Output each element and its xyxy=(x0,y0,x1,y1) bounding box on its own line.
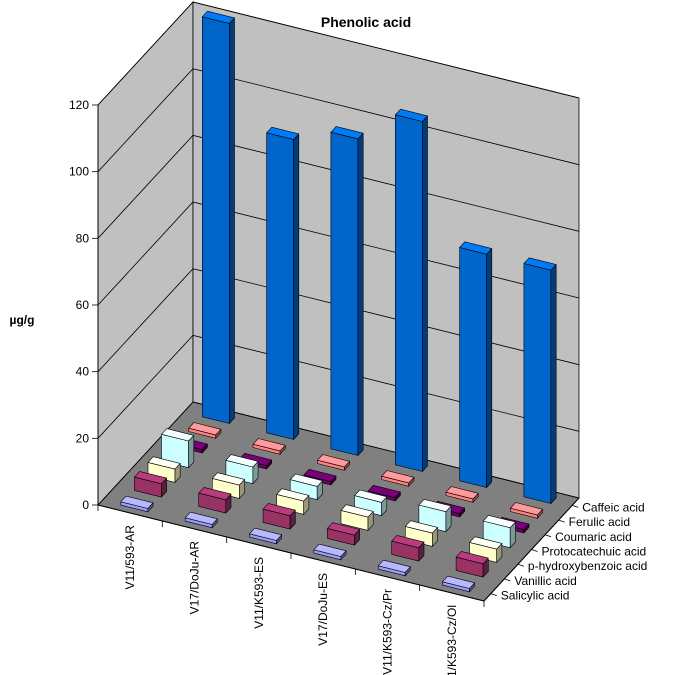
y-tick-label: 40 xyxy=(76,365,90,379)
bar xyxy=(327,522,360,546)
bar xyxy=(202,10,235,424)
gridline xyxy=(97,134,580,239)
series-tick xyxy=(544,534,552,538)
bar xyxy=(161,428,195,469)
gridline xyxy=(97,1,580,106)
x-tick-label: V11/K593-Cz/Ol xyxy=(445,605,459,675)
bar xyxy=(523,257,557,504)
y-tick-label: 60 xyxy=(76,298,90,312)
bar xyxy=(289,473,323,501)
x-tick-label: V17/DoJu-AR xyxy=(188,541,202,615)
bar xyxy=(442,575,476,593)
bar xyxy=(330,126,364,456)
bar xyxy=(188,422,222,439)
series-label: Vanillic acid xyxy=(514,574,576,588)
bar xyxy=(262,503,296,530)
bar xyxy=(455,551,489,578)
bar xyxy=(266,126,300,440)
bar xyxy=(134,471,167,498)
bar xyxy=(198,487,232,514)
series-label: p-hydroxybenzoic acid xyxy=(528,559,647,573)
bar xyxy=(404,520,438,547)
x-tick-label: V11/K593-Cz/Pr xyxy=(381,589,395,675)
y-tick-label: 80 xyxy=(76,231,90,245)
gridline xyxy=(97,268,580,372)
x-tick-label: V11/K593-ES xyxy=(252,557,266,629)
y-axis-label: µg/g xyxy=(10,313,35,327)
gridline xyxy=(97,201,580,306)
gridline xyxy=(97,401,580,506)
series-tick xyxy=(531,549,538,552)
bar xyxy=(391,535,425,562)
bar xyxy=(377,559,411,577)
bar xyxy=(394,108,428,472)
series-tick xyxy=(517,563,525,567)
bar xyxy=(313,543,347,561)
x-tick-label: V11/593-AR xyxy=(123,525,137,590)
bar xyxy=(120,495,154,513)
series-label: Protocatechuic acid xyxy=(542,545,647,559)
series-tick xyxy=(558,519,565,523)
y-tick-label: 120 xyxy=(69,98,89,112)
series-label: Ferulic acid xyxy=(569,515,630,529)
bar xyxy=(249,527,283,545)
series-label: Caffeic acid xyxy=(582,500,644,514)
gridline xyxy=(97,334,580,439)
bar xyxy=(510,502,543,519)
bar xyxy=(184,511,218,529)
gridlines xyxy=(97,1,580,506)
series-tick xyxy=(504,578,511,582)
y-tick-label: 20 xyxy=(76,431,90,445)
y-tick-label: 0 xyxy=(82,498,89,512)
bar xyxy=(340,504,374,531)
bar xyxy=(212,472,245,499)
bar xyxy=(317,454,350,471)
x-axis-line xyxy=(97,504,485,602)
bar xyxy=(381,470,415,487)
bar xyxy=(276,488,310,515)
series-tick xyxy=(490,593,497,597)
y-axis: 0 20 40 60 80 100 120 xyxy=(69,98,99,512)
bar xyxy=(252,438,286,455)
y-tick-label: 100 xyxy=(69,165,89,179)
gridline xyxy=(97,68,580,172)
bars xyxy=(120,10,557,593)
series-tick xyxy=(572,504,579,508)
bar xyxy=(445,486,479,503)
x-axis: V11/593-AR V17/DoJu-AR V11/K593-ES V17/DoJu… xyxy=(97,504,485,675)
bar xyxy=(459,241,493,488)
chart-title: Phenolic acid xyxy=(321,14,411,30)
series-label: Salicylic acid xyxy=(501,589,570,603)
series-label: Coumaric acid xyxy=(555,530,632,544)
bar xyxy=(354,489,388,517)
x-tick-label: V17/DoJu-ES xyxy=(316,573,330,646)
